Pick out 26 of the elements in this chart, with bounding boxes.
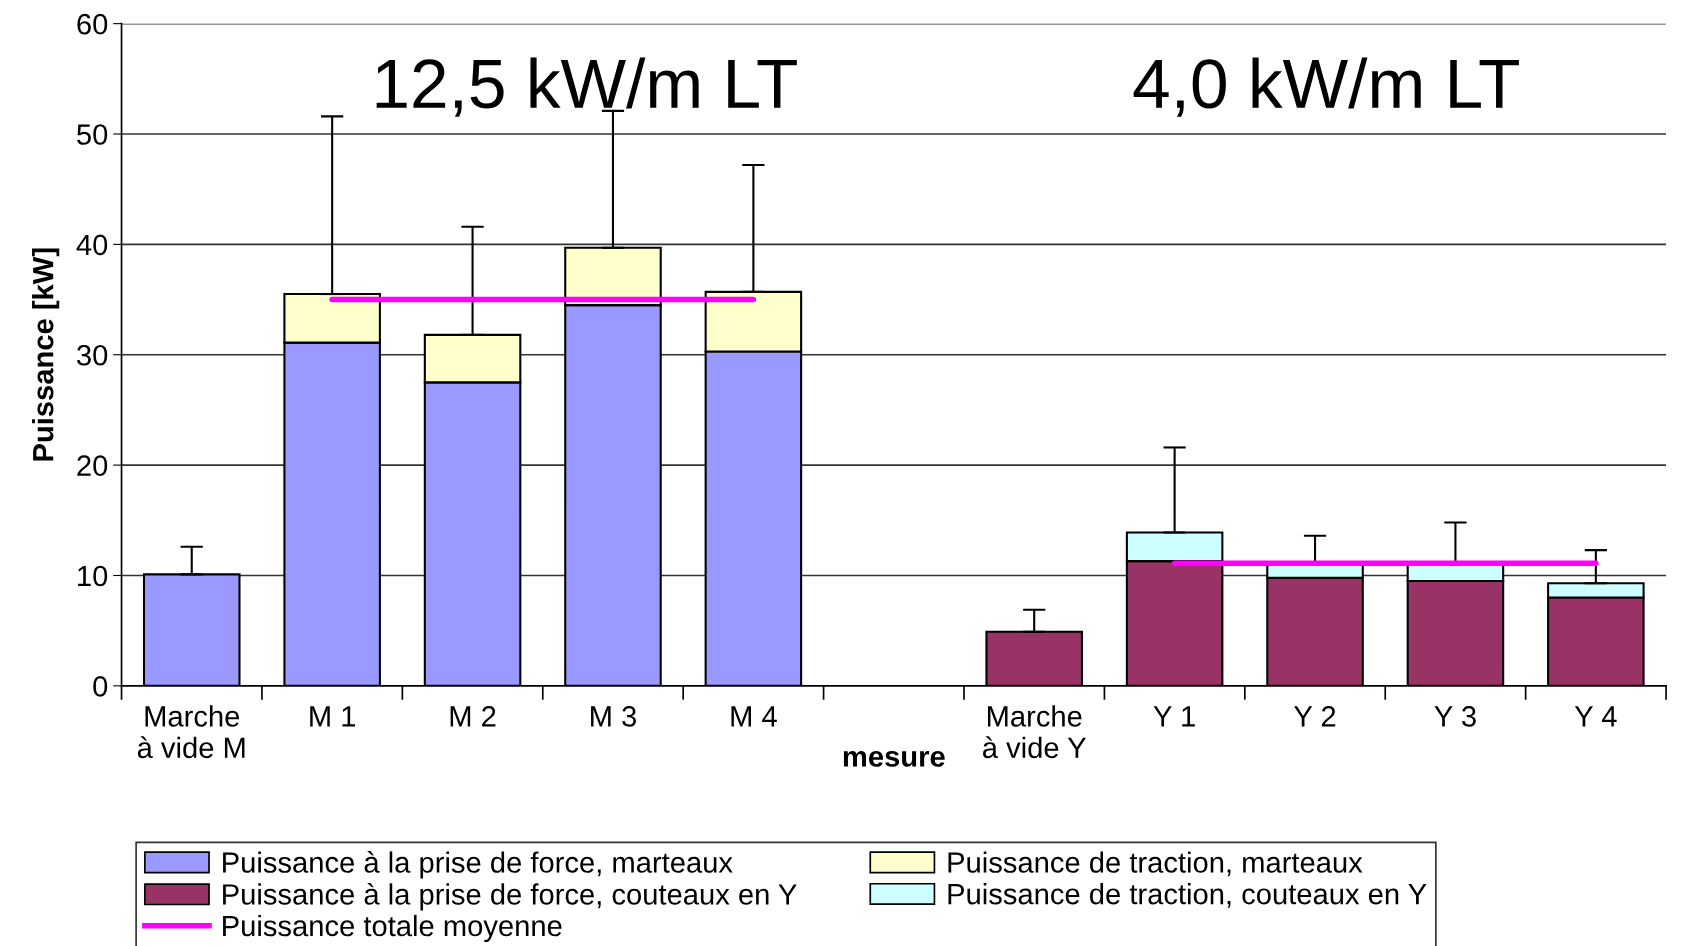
x-tick-label: Y 2 — [1294, 706, 1336, 727]
y-tick-label: 50 — [77, 124, 108, 145]
y-tick-label: 10 — [78, 565, 108, 587]
legend-label: Puissance à la prise de force, couteaux en Y — [223, 882, 797, 911]
x-tick-label: M 1 — [310, 706, 356, 727]
y-axis-title: Puissance [kW] — [32, 248, 60, 461]
annotation: 4,0 kW/m LT — [1133, 57, 1519, 117]
legend-label: Puissance de traction, couteaux en Y — [948, 882, 1427, 908]
x-tick-label: M 3 — [591, 706, 636, 727]
y-tick-label: 40 — [76, 234, 108, 256]
x-tick-label: M 2 — [450, 706, 496, 727]
y-tick-label: 30 — [77, 344, 108, 366]
x-tick-label: Y 3 — [1434, 706, 1476, 727]
x-tick-label: Y 4 — [1574, 706, 1617, 727]
x-tick-label: Y 1 — [1153, 706, 1195, 727]
x-axis-title: mesure — [843, 750, 945, 767]
x-tick-label: Marche à vide Y — [983, 705, 1087, 759]
x-tick-label: Marche à vide M — [137, 705, 245, 759]
y-tick-label: 0 — [93, 676, 108, 697]
y-tick-label: 20 — [77, 455, 108, 476]
y-tick-label: 60 — [77, 13, 108, 35]
annotation: 12,5 kW/m LT — [376, 57, 797, 117]
x-tick-label: M 4 — [731, 706, 777, 727]
legend-label: Puissance à la prise de force, marteaux — [223, 851, 733, 879]
legend-label: Puissance totale moyenne — [223, 914, 562, 943]
legend-label: Puissance de traction, marteaux — [948, 851, 1363, 877]
